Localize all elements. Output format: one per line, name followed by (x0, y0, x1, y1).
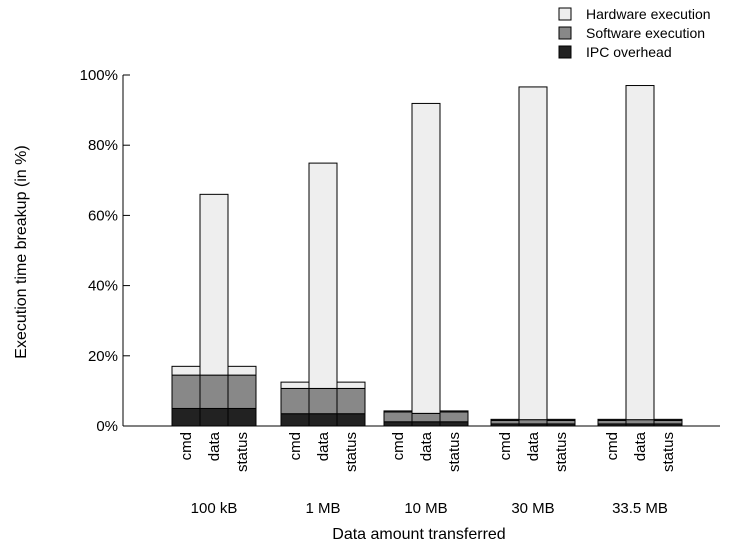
legend-label: Hardware execution (586, 6, 711, 22)
bar-label-cmd: cmd (287, 432, 304, 460)
bar-segment-hardware-execution (439, 410, 469, 413)
bar-segment-ipc-overhead (308, 413, 338, 427)
bar-segment-ipc-overhead (280, 413, 310, 427)
bar-segment-ipc-overhead (171, 407, 201, 427)
bar-segment-ipc-overhead (227, 407, 257, 427)
bar-segment-software-execution (383, 411, 413, 423)
y-tick-label: 40% (88, 278, 118, 295)
group-label: 33.5 MB (612, 500, 668, 517)
bar-label-cmd: cmd (390, 432, 407, 460)
bar-segment-software-execution (199, 374, 229, 409)
bars: cmd data status cmd data status cmd data status c… (171, 85, 683, 472)
bar-segment-software-execution (439, 411, 469, 423)
bar-segment-hardware-execution (383, 410, 413, 413)
bar-segment-hardware-execution (411, 102, 441, 414)
bar-group-30-mb: cmd data status (490, 86, 576, 472)
bar-segment-software-execution (653, 419, 683, 425)
bar-segment-software-execution (411, 412, 441, 423)
legend-swatch (558, 7, 572, 21)
legend: Hardware execution Software execution IPC … (558, 6, 711, 60)
bar-segment-software-execution (280, 387, 310, 415)
bar-segment-software-execution (518, 419, 548, 425)
legend-label: IPC overhead (586, 44, 672, 60)
legend-swatch (558, 45, 572, 59)
bar-segment-software-execution (308, 387, 338, 415)
bar-segment-hardware-execution (597, 418, 627, 421)
bar-group-100-kb: cmd data status (171, 193, 257, 472)
bar-group-33-5-mb: cmd data status (597, 85, 683, 472)
bar-label-status: status (553, 432, 570, 472)
y-axis-title: Execution time breakup (in %) (13, 145, 30, 358)
legend-item-hardware-execution: Hardware execution (558, 6, 711, 22)
bar-label-cmd: cmd (604, 432, 621, 460)
bar-segment-hardware-execution (308, 162, 338, 389)
y-tick-label: 20% (88, 348, 118, 365)
bar-segment-ipc-overhead (439, 421, 469, 427)
bar-segment-hardware-execution (280, 381, 310, 389)
y-tick-label: 80% (88, 137, 118, 154)
bar-segment-hardware-execution (653, 418, 683, 421)
bar-label-data: data (206, 431, 223, 461)
bar-segment-software-execution (490, 419, 520, 425)
y-tick-label: 60% (88, 207, 118, 224)
bar-segment-software-execution (171, 374, 201, 409)
group-label: 1 MB (305, 500, 340, 517)
bar-label-status: status (234, 432, 251, 472)
bar-label-status: status (343, 432, 360, 472)
legend-item-software-execution: Software execution (558, 25, 705, 41)
bar-label-status: status (446, 432, 463, 472)
bar-segment-ipc-overhead (383, 421, 413, 427)
bar-segment-hardware-execution (546, 418, 576, 421)
bar-segment-ipc-overhead (336, 413, 366, 427)
bar-group-1-mb: cmd data status (280, 162, 366, 472)
bar-label-data: data (525, 431, 542, 461)
bar-group-10-mb: cmd data status (383, 102, 469, 472)
bar-segment-hardware-execution (171, 365, 201, 376)
bar-segment-software-execution (546, 419, 576, 425)
bar-segment-software-execution (625, 419, 655, 425)
bar-segment-software-execution (336, 387, 366, 415)
bar-segment-hardware-execution (518, 86, 548, 421)
bar-label-data: data (418, 431, 435, 461)
bar-label-cmd: cmd (178, 432, 195, 460)
bar-label-data: data (632, 431, 649, 461)
legend-item-ipc-overhead: IPC overhead (558, 44, 672, 60)
bar-segment-ipc-overhead (411, 421, 441, 427)
bar-segment-hardware-execution (490, 418, 520, 421)
bar-segment-hardware-execution (625, 85, 655, 421)
bar-label-data: data (315, 431, 332, 461)
legend-swatch (558, 26, 572, 40)
legend-label: Software execution (586, 25, 705, 41)
x-axis-title: Data amount transferred (332, 526, 505, 543)
y-tick-label: 0% (96, 418, 118, 435)
bar-segment-hardware-execution (336, 381, 366, 389)
group-label: 10 MB (404, 500, 447, 517)
x-axis: 100 kB 1 MB 10 MB 30 MB 33.5 MB (123, 425, 720, 517)
bar-segment-hardware-execution (227, 365, 257, 376)
bar-label-status: status (660, 432, 677, 472)
bar-segment-software-execution (597, 419, 627, 425)
bar-segment-hardware-execution (199, 193, 229, 376)
y-tick-label: 100% (80, 67, 118, 84)
bar-segment-ipc-overhead (199, 407, 229, 427)
y-axis: 0% 20% 40% 60% 80% 100% (80, 67, 130, 435)
bar-segment-software-execution (227, 374, 257, 409)
bar-label-cmd: cmd (497, 432, 514, 460)
group-label: 30 MB (511, 500, 554, 517)
group-label: 100 kB (191, 500, 238, 517)
